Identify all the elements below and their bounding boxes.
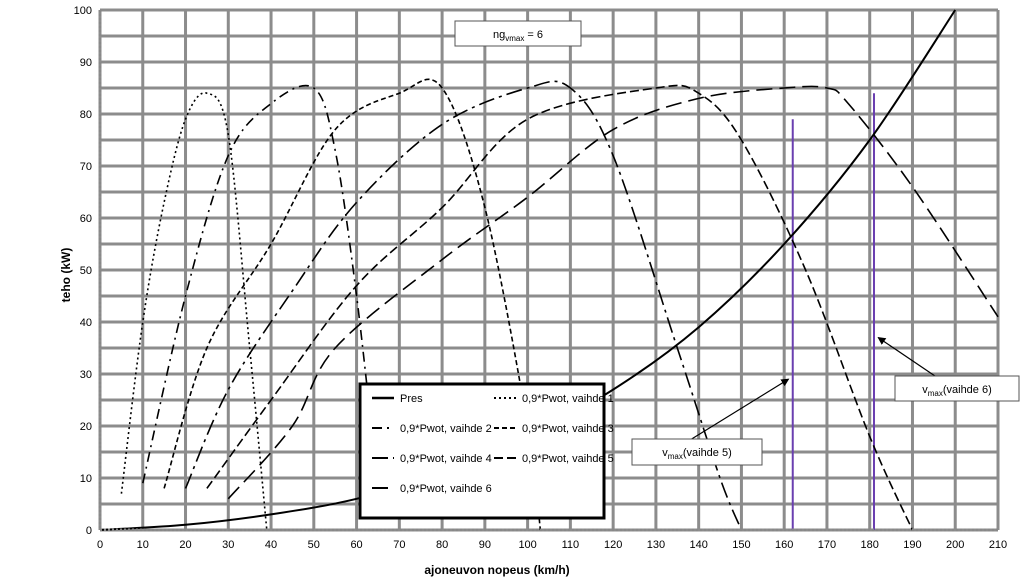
y-tick-label: 60 [80, 213, 92, 225]
series-line-0-9-pwot-vaihde-5 [206, 84, 914, 531]
y-tick-label: 50 [80, 265, 92, 277]
x-tick-label: 40 [265, 539, 277, 551]
legend-label-0-9-pwot-vaihde-3: 0,9*Pwot, vaihde 3 [522, 423, 614, 435]
x-axis-title: ajoneuvon nopeus (km/h) [424, 563, 569, 577]
x-tick-label: 170 [818, 539, 836, 551]
series-line-0-9-pwot-vaihde-3 [163, 78, 542, 531]
x-tick-label: 30 [222, 539, 234, 551]
y-tick-label: 90 [80, 57, 92, 69]
x-tick-label: 150 [732, 539, 750, 551]
x-tick-label: 20 [179, 539, 191, 551]
annotations: ngvmax = 6 vmax(vaihde 5) vmax(vaihde 6) [454, 20, 1020, 466]
y-tick-label: 20 [80, 421, 92, 433]
legend-box [358, 382, 606, 520]
x-tick-label: 200 [946, 539, 964, 551]
x-tick-label: 190 [903, 539, 921, 551]
legend: Pres 0,9*Pwot, vaihde 1 0,9*Pwot, vaihde 2… [358, 382, 614, 520]
y-tick-label: 10 [80, 473, 92, 485]
vmax5-box [631, 438, 763, 466]
axes: 0 10 20 30 40 50 60 70 80 90 100 110 120 130 140 150 160… [59, 5, 1007, 577]
y-tick-label: 100 [74, 5, 92, 17]
x-tick-label: 180 [861, 539, 879, 551]
x-tick-label: 50 [308, 539, 320, 551]
vmax5-arrow [689, 378, 790, 441]
x-tick-label: 10 [137, 539, 149, 551]
y-axis-title: teho (kW) [59, 248, 73, 303]
legend-label-0-9-pwot-vaihde-4: 0,9*Pwot, vaihde 4 [400, 453, 492, 465]
vmax6-label: vmax(vaihde 6) [922, 384, 992, 398]
vmax6-arrow [877, 337, 936, 377]
x-tick-label: 210 [989, 539, 1007, 551]
x-tick-label: 130 [647, 539, 665, 551]
legend-label-0-9-pwot-vaihde-5: 0,9*Pwot, vaihde 5 [522, 453, 614, 465]
x-tick-label: 100 [518, 539, 536, 551]
x-tick-label: 120 [604, 539, 622, 551]
x-tick-label: 140 [689, 539, 707, 551]
series-line-0-9-pwot-vaihde-4 [184, 80, 743, 531]
x-tick-label: 60 [350, 539, 362, 551]
y-tick-label: 70 [80, 161, 92, 173]
x-tick-label: 90 [479, 539, 491, 551]
legend-label-pres: Pres [400, 393, 423, 405]
ngvmax-box [454, 20, 582, 47]
legend-label-0-9-pwot-vaihde-1: 0,9*Pwot, vaihde 1 [522, 393, 614, 405]
y-tick-label: 80 [80, 109, 92, 121]
legend-label-0-9-pwot-vaihde-6: 0,9*Pwot, vaihde 6 [400, 483, 492, 495]
series-line-0-9-pwot-vaihde-2 [142, 84, 379, 489]
ngvmax-label: ngvmax = 6 [493, 29, 543, 43]
y-tick-label: 0 [86, 525, 92, 537]
series-line-0-9-pwot-vaihde-1 [120, 92, 268, 531]
x-tick-label: 160 [775, 539, 793, 551]
x-tick-label: 70 [393, 539, 405, 551]
x-tick-label: 80 [436, 539, 448, 551]
vmax5-label: vmax(vaihde 5) [662, 447, 732, 461]
y-tick-label: 40 [80, 317, 92, 329]
x-tick-label: 0 [97, 539, 103, 551]
x-tick-label: 110 [562, 539, 580, 551]
vmax6-box [894, 375, 1020, 402]
vmax-lines [791, 93, 875, 530]
y-tick-label: 30 [80, 369, 92, 381]
legend-label-0-9-pwot-vaihde-2: 0,9*Pwot, vaihde 2 [400, 423, 492, 435]
